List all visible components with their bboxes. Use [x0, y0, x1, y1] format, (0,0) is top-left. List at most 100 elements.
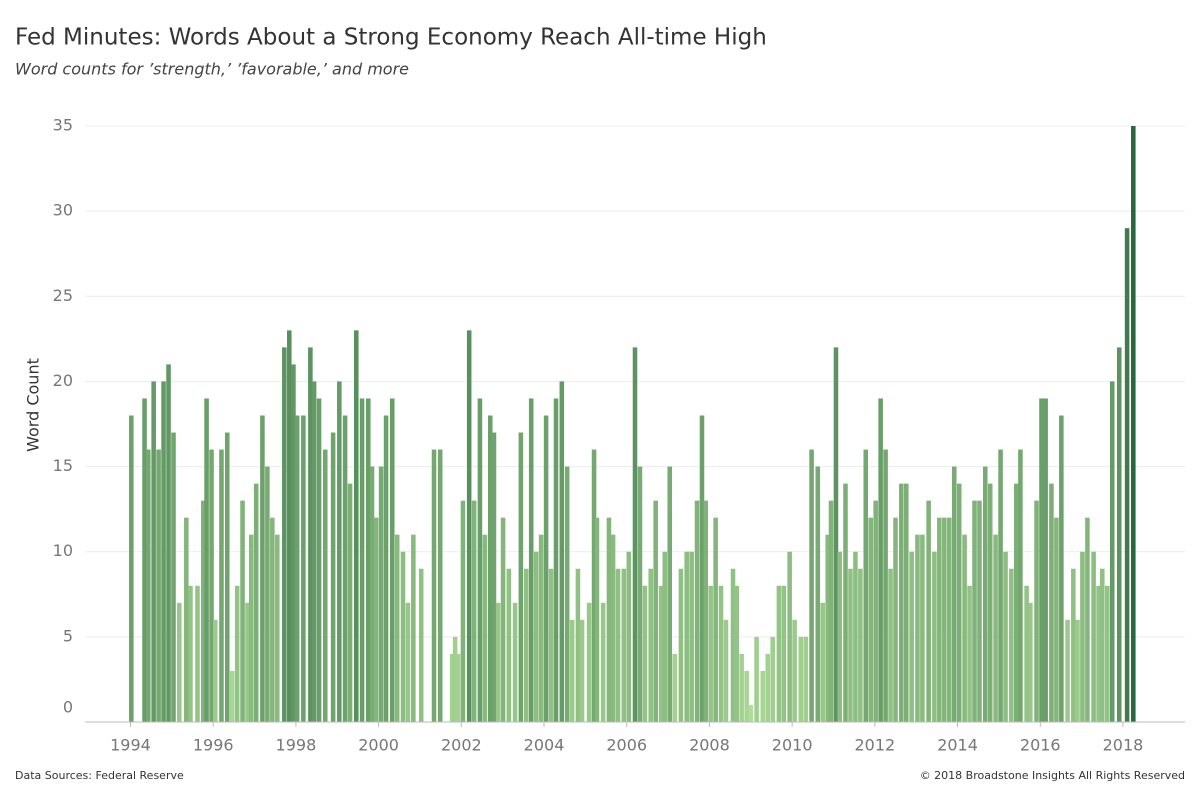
bar	[904, 483, 909, 722]
bar	[487, 415, 493, 722]
bar	[466, 330, 472, 722]
bar	[703, 500, 708, 722]
bar	[253, 483, 259, 722]
bar	[477, 398, 483, 722]
bar	[1116, 347, 1122, 722]
x-tick-label: 2004	[524, 736, 565, 755]
bar	[920, 534, 925, 722]
bar	[718, 585, 724, 722]
bar	[993, 534, 998, 722]
bar	[184, 517, 189, 722]
x-tick-label: 2002	[441, 736, 482, 755]
bar	[219, 449, 224, 722]
bar	[803, 636, 809, 722]
x-tick-label: 2012	[854, 736, 895, 755]
bar	[405, 602, 411, 722]
bar	[204, 398, 209, 722]
bar	[145, 449, 151, 722]
bar	[337, 381, 342, 722]
bar	[275, 534, 280, 722]
bar	[662, 551, 668, 722]
bar	[863, 449, 869, 722]
x-tick-label: 2010	[772, 736, 813, 755]
bar	[1059, 415, 1064, 722]
bar	[245, 602, 250, 722]
bar	[200, 500, 206, 722]
bar	[815, 466, 821, 722]
x-tick-label: 2018	[1103, 736, 1144, 755]
bar	[347, 483, 353, 722]
bar	[1034, 500, 1039, 722]
bar	[998, 449, 1003, 722]
y-axis-label: Word Count	[24, 358, 43, 452]
bar	[684, 551, 689, 722]
bar	[760, 670, 766, 722]
bar	[248, 534, 254, 722]
bar	[491, 432, 497, 722]
bar	[559, 381, 565, 722]
bar	[962, 534, 967, 722]
bar	[637, 466, 643, 722]
copyright-note: © 2018 Broadstone Insights All Rights Re…	[920, 769, 1185, 782]
bar	[987, 483, 993, 722]
bar	[569, 619, 575, 722]
bar	[500, 517, 506, 722]
bar	[809, 449, 814, 722]
bar	[482, 534, 488, 722]
bar	[270, 517, 275, 722]
x-tick-label: 2000	[358, 736, 399, 755]
bar	[471, 500, 477, 722]
bar	[723, 619, 729, 722]
y-tick-label: 10	[53, 541, 73, 560]
bar	[730, 568, 736, 722]
bar	[653, 500, 658, 722]
bar	[354, 330, 359, 722]
bar	[287, 330, 292, 722]
x-tick-label: 2014	[937, 736, 978, 755]
y-tick-label: 20	[53, 371, 73, 390]
bar	[632, 347, 638, 722]
bar	[291, 364, 296, 722]
bar	[734, 585, 740, 722]
bar	[586, 602, 592, 722]
x-tick-label: 1994	[110, 736, 151, 755]
bar	[770, 636, 775, 722]
bar	[893, 517, 898, 722]
bar	[951, 466, 957, 722]
bar	[1009, 568, 1014, 722]
bar	[171, 432, 176, 722]
bar	[142, 398, 147, 722]
bar	[161, 381, 166, 722]
bar	[564, 466, 570, 722]
bar	[342, 415, 348, 722]
bar	[878, 398, 883, 722]
bar	[888, 568, 893, 722]
bar	[942, 517, 947, 722]
bar	[591, 449, 597, 722]
bar	[455, 653, 461, 722]
bar	[224, 432, 230, 722]
bar	[1003, 551, 1008, 722]
bar	[658, 585, 664, 722]
bar	[452, 636, 458, 722]
bar	[528, 398, 534, 722]
bar	[1080, 551, 1085, 722]
bar	[956, 483, 962, 722]
bar	[523, 568, 529, 722]
chart-subtitle: Word counts for ’strength,’ ’favorable,’…	[15, 60, 409, 79]
bar	[909, 551, 914, 722]
bar	[1085, 517, 1090, 722]
bar	[615, 568, 621, 722]
bar	[689, 551, 694, 722]
bar	[1096, 585, 1101, 722]
x-tick-label: 2008	[689, 736, 730, 755]
bar	[694, 500, 700, 722]
bar	[787, 551, 792, 722]
bar	[754, 636, 759, 722]
bar	[156, 449, 161, 722]
bar	[188, 585, 193, 722]
bar	[848, 568, 853, 722]
y-tick-label: 0	[63, 698, 73, 717]
bar	[369, 466, 375, 722]
